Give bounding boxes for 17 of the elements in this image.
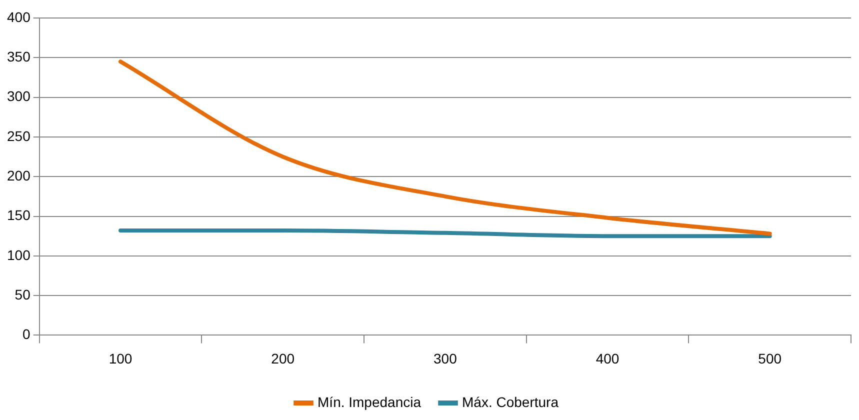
y-tick-label: 350 [7, 48, 31, 65]
x-tick-label: 300 [434, 350, 458, 366]
y-tick-label: 200 [7, 167, 31, 184]
y-tick-label: 150 [7, 207, 31, 224]
y-tick-label: 50 [14, 286, 31, 302]
legend-label: Máx. Cobertura [462, 394, 559, 410]
y-tick-label: 0 [22, 326, 31, 342]
x-tick-label: 400 [596, 350, 620, 366]
x-tick-label: 500 [758, 350, 782, 366]
legend-label: Mín. Impedancia [318, 394, 422, 410]
x-tick-label: 200 [271, 350, 295, 366]
y-tick-label: 300 [7, 88, 31, 104]
y-tick-label: 100 [7, 246, 31, 263]
y-tick-label: 250 [7, 128, 31, 144]
x-tick-label: 100 [108, 350, 132, 366]
line-series [118, 60, 772, 236]
y-tick-label: 400 [7, 8, 31, 25]
